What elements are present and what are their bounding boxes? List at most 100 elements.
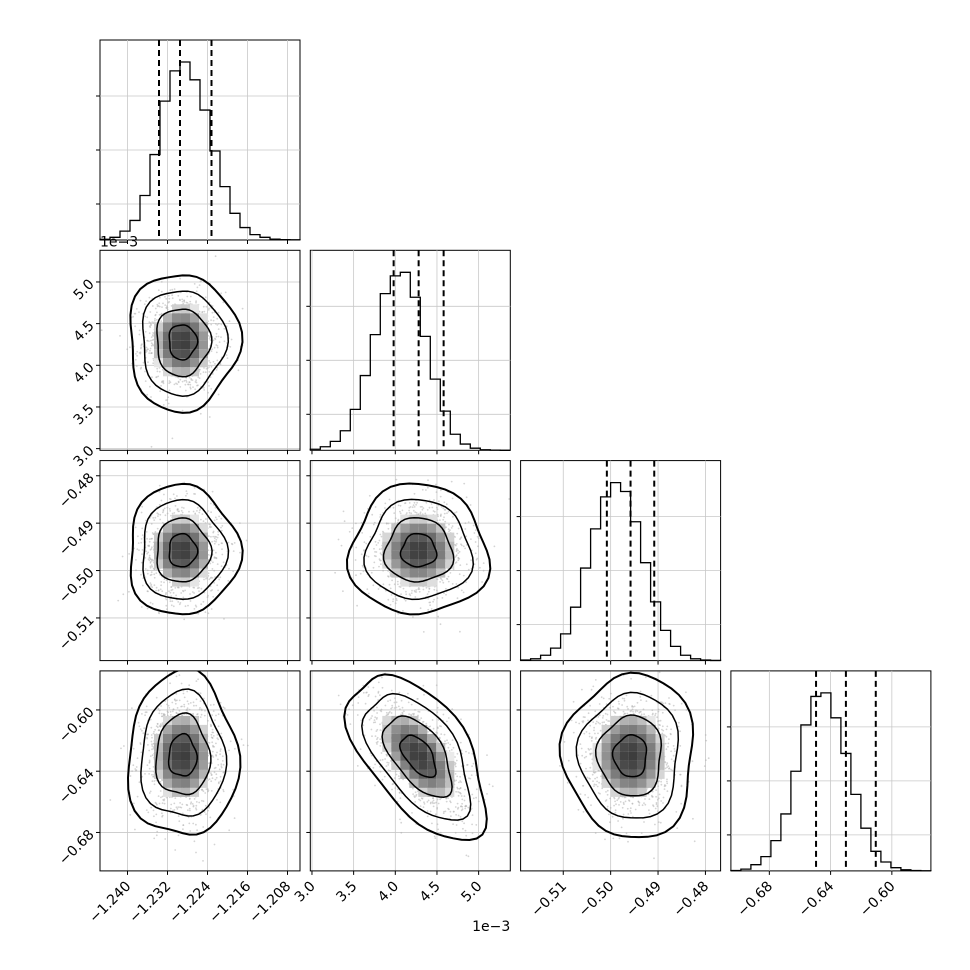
sample-point <box>150 342 153 345</box>
sample-point <box>217 725 220 728</box>
sample-point <box>196 829 199 832</box>
sample-point <box>337 538 340 541</box>
sample-point <box>445 503 448 506</box>
sample-point <box>140 538 143 540</box>
sample-point <box>174 505 177 507</box>
sample-point <box>237 369 240 372</box>
sample-point <box>457 556 460 559</box>
sample-point <box>204 611 207 613</box>
density-cell <box>190 523 199 533</box>
sample-point <box>207 809 210 812</box>
histogram-frame-2 <box>520 460 722 662</box>
sample-point <box>177 806 180 808</box>
sample-point <box>139 299 142 302</box>
sample-point <box>160 581 163 583</box>
sample-point <box>148 540 151 543</box>
sample-point <box>147 348 149 350</box>
sample-point <box>148 767 151 770</box>
sample-point <box>457 549 459 552</box>
sample-point <box>212 319 215 322</box>
sample-point <box>132 315 135 318</box>
sample-point <box>239 522 241 524</box>
sample-point <box>425 501 428 504</box>
sample-point <box>363 549 365 552</box>
sample-point <box>212 339 215 342</box>
density-cell <box>418 577 428 587</box>
sample-point <box>199 700 202 702</box>
sample-point <box>405 593 408 596</box>
sample-point <box>191 803 194 805</box>
sample-point <box>203 697 205 700</box>
sample-point <box>241 307 244 310</box>
sample-point <box>443 508 446 511</box>
sample-point <box>445 800 448 803</box>
sample-point <box>464 807 467 810</box>
sample-point <box>222 706 225 709</box>
sample-point <box>168 581 171 584</box>
sample-point <box>177 381 180 384</box>
sample-point <box>214 362 216 365</box>
sample-point <box>390 594 393 596</box>
sample-point <box>162 511 164 514</box>
sample-point <box>172 708 175 711</box>
sample-point <box>120 747 122 750</box>
sample-point <box>455 543 458 545</box>
panel-contents <box>100 460 300 661</box>
sample-point <box>159 390 162 393</box>
sample-point <box>150 726 153 729</box>
sample-point <box>144 380 147 382</box>
density-cell <box>427 523 437 533</box>
sample-point <box>421 488 424 491</box>
density-cell <box>163 550 172 560</box>
sample-point <box>178 603 181 606</box>
sample-point <box>393 583 396 586</box>
sample-point <box>144 370 146 373</box>
sample-point <box>217 764 220 766</box>
density-cell <box>172 304 181 314</box>
sample-point <box>197 612 200 615</box>
sample-point <box>131 707 133 709</box>
sample-point <box>184 383 187 386</box>
sample-point <box>414 709 416 711</box>
scatter-panel-3-0 <box>96 663 301 875</box>
sample-point <box>454 512 456 514</box>
sample-point <box>379 729 382 731</box>
sample-point <box>152 517 155 519</box>
sample-point <box>214 778 217 781</box>
sample-point <box>211 348 214 350</box>
sample-point <box>188 822 191 825</box>
sample-point <box>149 755 152 757</box>
sample-point <box>457 552 460 554</box>
sample-point <box>228 320 231 323</box>
sample-point <box>128 553 131 555</box>
sample-point <box>221 542 224 545</box>
sample-point <box>150 564 153 566</box>
density-cell <box>154 769 163 779</box>
sample-point <box>149 322 152 324</box>
sample-point <box>221 553 224 556</box>
density-cell <box>163 532 172 542</box>
sample-point <box>212 710 215 712</box>
sample-point <box>211 305 214 307</box>
sample-point <box>179 663 181 665</box>
sample-point <box>215 773 218 776</box>
sample-point <box>215 335 218 338</box>
sample-point <box>205 577 207 580</box>
sample-point <box>234 747 236 750</box>
sample-point <box>150 734 153 736</box>
sample-point <box>445 742 447 745</box>
sample-point <box>442 713 445 716</box>
sample-point <box>221 548 223 551</box>
sample-point <box>472 524 475 527</box>
sample-point <box>389 603 392 606</box>
sample-point <box>452 515 454 518</box>
density-cell <box>190 532 199 542</box>
sample-point <box>150 344 153 347</box>
sample-point <box>218 768 221 771</box>
sample-point <box>164 514 167 517</box>
sample-point <box>223 327 226 330</box>
sample-point <box>158 370 161 373</box>
sample-point <box>156 311 158 314</box>
sample-point <box>210 319 213 322</box>
sample-point <box>169 510 172 512</box>
